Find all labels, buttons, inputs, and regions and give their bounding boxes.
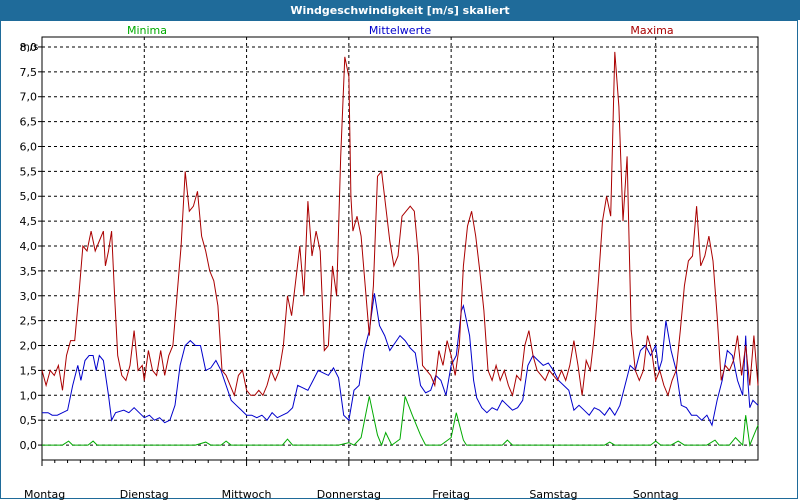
series-lines [41, 51, 759, 448]
window-titlebar: Windgeschwindigkeit [m/s] skaliert [0, 0, 800, 20]
series-line-mittelwerte [42, 293, 759, 427]
y-tick-label: 3,0 [20, 290, 38, 303]
y-tick-label: 0,0 [20, 439, 38, 452]
y-tick-label: 1,0 [20, 389, 38, 402]
x-day-label: Sonntag [633, 488, 679, 500]
y-tick-label: 6,5 [20, 116, 38, 129]
x-day-label: Freitag [432, 488, 470, 500]
axes: 0,0 0,5 1,0 1,5 2,0 2,5 3,0 3,5 4,0 4,5 5,0 5,5 6,0 6… [20, 36, 759, 500]
grid-lines [42, 37, 758, 460]
series-line-maxima [41, 51, 759, 397]
y-tick-label: 5,0 [20, 190, 38, 203]
y-tick-label: 4,5 [20, 215, 38, 228]
legend-maxima: Maxima [630, 24, 673, 37]
y-axis-label: m/s [20, 42, 38, 53]
x-day-label: Samstag [529, 488, 577, 500]
chart-frame [0, 20, 798, 499]
wind-speed-chart: 0,0 0,5 1,0 1,5 2,0 2,5 3,0 3,5 4,0 4,5 5,0 5,5 6,0 6… [20, 24, 759, 500]
y-tick-label: 7,5 [20, 66, 38, 79]
plot-border [41, 36, 759, 461]
legend-minima: Minima [127, 24, 167, 37]
x-day-label: Mittwoch [222, 488, 272, 500]
y-tick-label: 6,0 [20, 140, 38, 153]
legend: Minima Mittelwerte Maxima [127, 24, 674, 37]
x-day-label: Montag [24, 488, 65, 500]
series-line-minima [42, 396, 759, 448]
x-day-label: Donnerstag [317, 488, 381, 500]
y-tick-label: 8,0 [20, 41, 38, 54]
y-tick-label: 2,0 [20, 340, 38, 353]
y-tick-label: 3,5 [20, 265, 38, 278]
y-tick-label: 7,0 [20, 91, 38, 104]
x-day-label: Dienstag [120, 488, 169, 500]
y-tick-label: 2,5 [20, 315, 38, 328]
y-tick-label: 4,0 [20, 240, 38, 253]
window-title: Windgeschwindigkeit [m/s] skaliert [290, 3, 510, 17]
legend-mittelwerte: Mittelwerte [369, 24, 432, 37]
y-tick-label: 1,5 [20, 364, 38, 377]
y-tick-label: 5,5 [20, 165, 38, 178]
y-tick-label: 0,5 [20, 414, 38, 427]
